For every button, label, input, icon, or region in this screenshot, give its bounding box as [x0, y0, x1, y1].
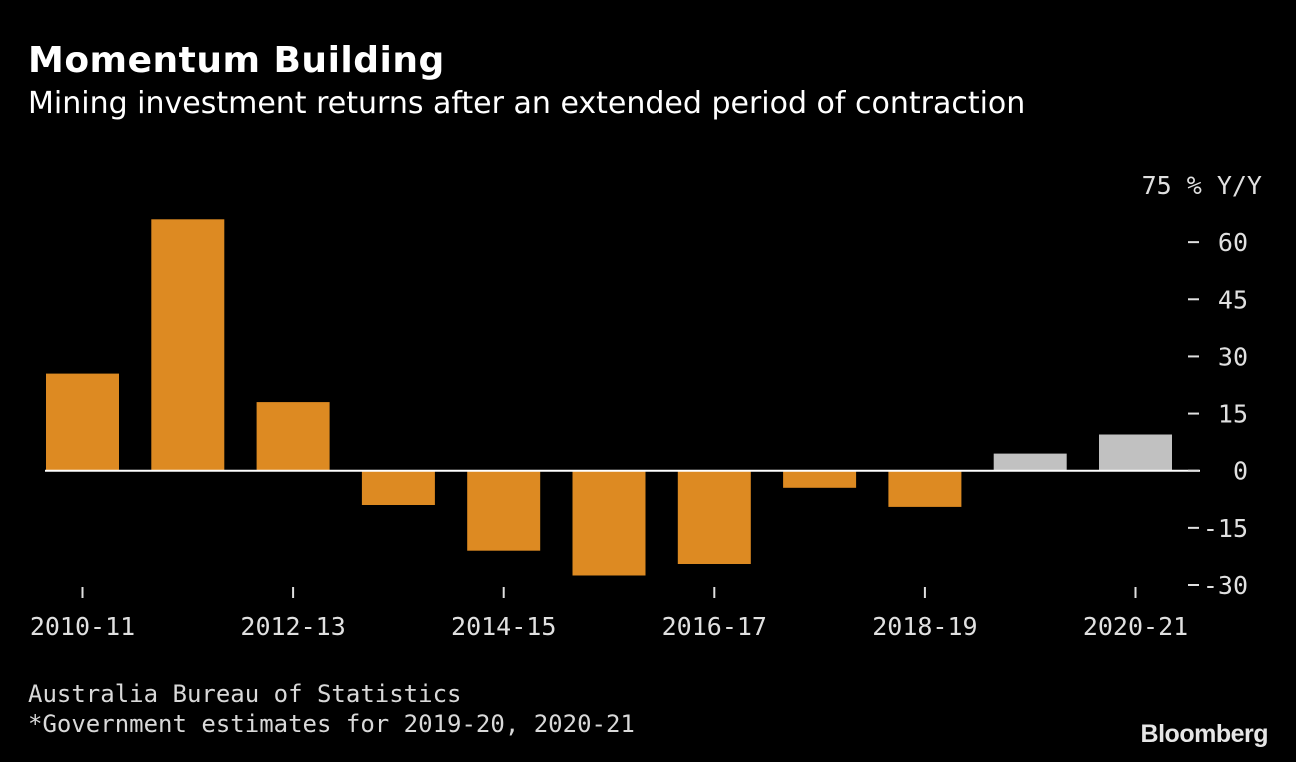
bars-group	[46, 219, 1172, 576]
bar-2017-18	[783, 470, 857, 488]
bar-2020-21	[1099, 434, 1172, 471]
bar-2018-19	[888, 470, 962, 507]
bloomberg-logo: Bloomberg	[1140, 720, 1269, 748]
x-tick-label: 2018-19	[872, 612, 977, 641]
estimate-footnote: *Government estimates for 2019-20, 2020-…	[28, 710, 635, 738]
y-tick-label: 45	[1218, 285, 1248, 314]
x-axis: 2010-11 2012-13 2014-15 2016-17 2018-19 2020-…	[30, 587, 1188, 641]
bar-2014-15	[467, 470, 541, 551]
bar-2015-16	[572, 470, 646, 576]
bar-2011-12	[151, 219, 225, 471]
y-tick-label: -30	[1203, 571, 1248, 600]
y-tick-label: 60	[1218, 228, 1248, 257]
x-tick-label: 2012-13	[240, 612, 345, 641]
bar-2012-13	[256, 402, 330, 471]
chart-subtitle: Mining investment returns after an exten…	[28, 86, 1026, 121]
x-tick-label: 2020-21	[1083, 612, 1188, 641]
y-tick-label: 30	[1218, 342, 1248, 371]
x-tick-label: 2014-15	[451, 612, 556, 641]
y-tick-label: -15	[1203, 514, 1248, 543]
bar-2010-11	[46, 373, 119, 471]
x-tick-label: 2010-11	[30, 612, 135, 641]
source-note: Australia Bureau of Statistics	[28, 680, 462, 708]
y-tick-label: 15	[1218, 400, 1248, 429]
x-tick-label: 2016-17	[662, 612, 767, 641]
bar-2016-17	[677, 470, 751, 564]
chart-title: Momentum Building	[28, 40, 445, 81]
bar-2013-14	[361, 470, 435, 505]
y-tick-label: 75 % Y/Y	[1142, 171, 1262, 200]
bar-2019-20	[993, 453, 1067, 471]
y-tick-label: 0	[1233, 457, 1248, 486]
y-axis: -30 -15 0 15 30 45 60 75 % Y/Y	[1142, 171, 1262, 600]
